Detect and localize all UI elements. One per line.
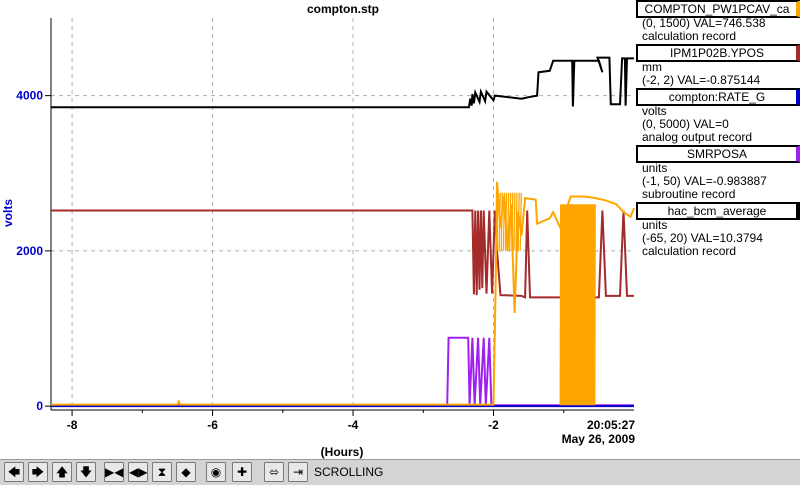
series-line-SMRPOSA <box>51 336 634 407</box>
legend-entry-detail: analog output record <box>642 130 753 144</box>
legend-entry-detail: calculation record <box>642 29 737 43</box>
zoom-in-horizontal-icon: ▶◀ <box>105 465 124 479</box>
arrow-up-button[interactable]: 🡅 <box>52 462 72 482</box>
legend-entry-detail: units <box>642 218 668 232</box>
legend-entry-detail: (0, 1500) VAL=746.538 <box>642 16 766 30</box>
zoom-in-vertical-icon: ⧗ <box>157 465 167 479</box>
center-icon: ◉ <box>210 465 222 479</box>
end-time: 20:05:27 <box>587 418 635 432</box>
zoom-out-horizontal-icon: ◀▶ <box>129 465 148 479</box>
autoscale-button[interactable]: ⬄ <box>264 462 284 482</box>
x-tick-label: -6 <box>207 418 218 432</box>
legend-entry-name[interactable]: IPM1P02B.YPOS <box>636 44 800 62</box>
legend-entry-detail: subroutine record <box>642 187 736 201</box>
legend-entry-name[interactable]: compton:RATE_G <box>636 88 800 106</box>
add-button[interactable]: ✚ <box>232 462 252 482</box>
plot-area[interactable]: compton.stp volts (Hours) 20:05:27 May 2… <box>0 0 636 459</box>
legend-entry-detail: calculation record <box>642 244 737 258</box>
series-line-COMPTON_PW1PCAV_ca <box>51 181 635 406</box>
x-tick-label: -2 <box>488 418 499 432</box>
zoom-in-vertical-button[interactable]: ⧗ <box>152 462 172 482</box>
arrow-right-icon: 🡆 <box>31 465 45 479</box>
center-button[interactable]: ◉ <box>206 462 226 482</box>
legend-entry-name[interactable]: COMPTON_PW1PCAV_ca <box>636 0 800 18</box>
y-tick-label: 4000 <box>16 89 43 103</box>
legend-entry-detail: units <box>642 161 668 175</box>
x-axis-label: (Hours) <box>321 445 364 459</box>
y-tick-label: 2000 <box>16 244 43 258</box>
legend-entry-name[interactable]: hac_bcm_average <box>636 202 800 220</box>
arrow-down-icon: 🡇 <box>79 465 93 479</box>
arrow-down-button[interactable]: 🡇 <box>76 462 96 482</box>
legend-entry-detail: (-1, 50) VAL=-0.983887 <box>642 174 767 188</box>
zoom-out-vertical-button[interactable]: ◆ <box>176 462 196 482</box>
zoom-in-horizontal-button[interactable]: ▶◀ <box>104 462 124 482</box>
series-band-COMPTON_PW1PCAV_ca <box>496 192 596 406</box>
arrow-left-button[interactable]: 🡄 <box>4 462 24 482</box>
legend-entry-name[interactable]: SMRPOSA <box>636 145 800 163</box>
add-icon: ✚ <box>236 465 248 479</box>
zoom-out-vertical-icon: ◆ <box>181 465 191 479</box>
legend-entry-detail: volts <box>642 104 667 118</box>
scroll-mode-icon: ⇥ <box>292 465 304 479</box>
x-tick-label: -8 <box>67 418 78 432</box>
arrow-up-icon: 🡅 <box>55 465 69 479</box>
scroll-status: SCROLLING <box>314 465 384 479</box>
arrow-right-button[interactable]: 🡆 <box>28 462 48 482</box>
autoscale-icon: ⬄ <box>268 465 280 479</box>
zoom-out-horizontal-button[interactable]: ◀▶ <box>128 462 148 482</box>
scroll-mode-button[interactable]: ⇥ <box>288 462 308 482</box>
series-line-compton:RATE_G <box>51 56 634 109</box>
y-axis-label: volts <box>1 199 15 227</box>
series-line-IPM1P02B.YPOS <box>51 209 634 299</box>
legend-entry-detail: (0, 5000) VAL=0 <box>642 117 729 131</box>
y-tick-label: 0 <box>36 399 43 413</box>
toolbar: 🡄 🡆 🡅 🡇 ▶◀ ◀▶ ⧗ ◆ ◉ ✚ ⬄ ⇥ SCROLLING <box>0 459 800 485</box>
legend-entry-detail: mm <box>642 60 662 74</box>
x-tick-label: -4 <box>348 418 359 432</box>
chart-title: compton.stp <box>307 2 379 16</box>
legend-entry-detail: (-2, 2) VAL=-0.875144 <box>642 73 761 87</box>
end-date: May 26, 2009 <box>562 432 636 446</box>
legend-entry-detail: (-65, 20) VAL=10.3794 <box>642 231 763 245</box>
arrow-left-icon: 🡄 <box>7 465 21 479</box>
